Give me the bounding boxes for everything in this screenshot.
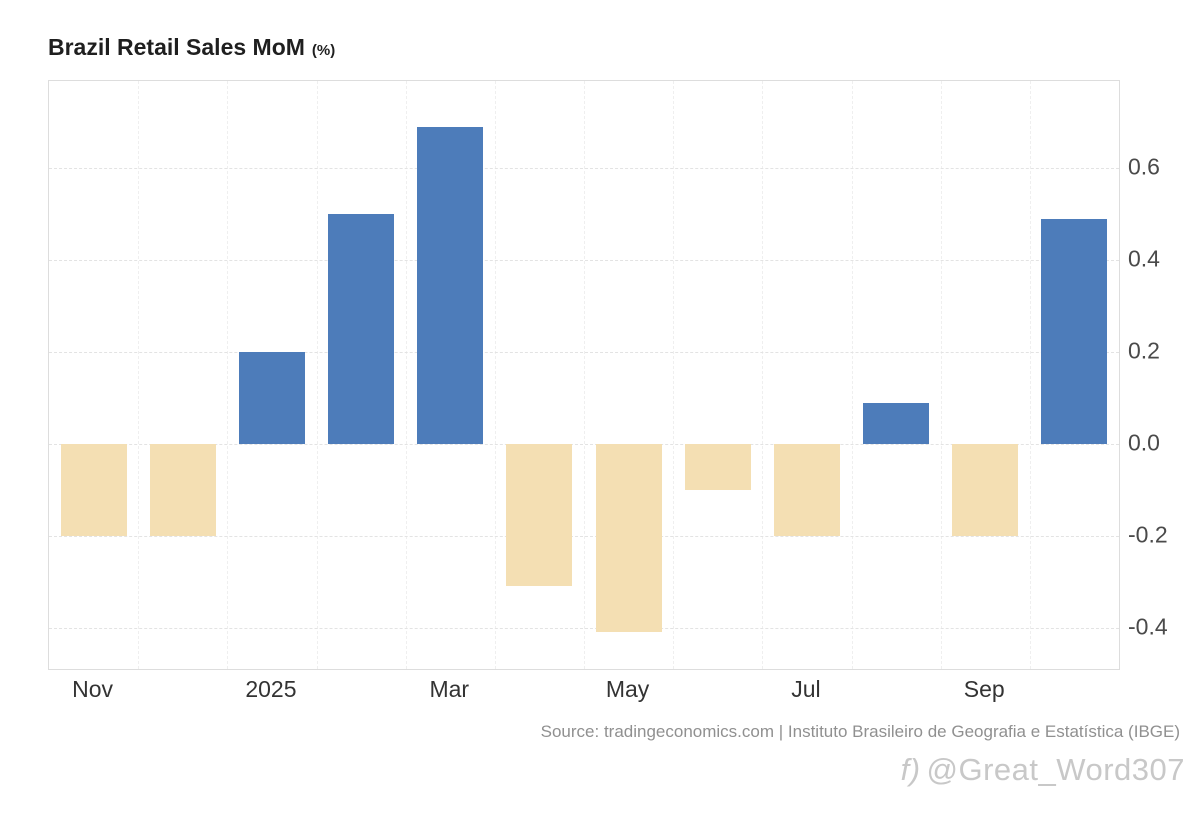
v-gridline [138, 81, 140, 669]
x-tick-label-May: May [605, 676, 650, 702]
bar-Nov[interactable] [60, 443, 127, 536]
v-gridline [851, 81, 853, 669]
y-tick-label: 0.4 [1128, 245, 1160, 272]
v-gridline [316, 81, 318, 669]
h-gridline [49, 535, 1119, 537]
v-gridline [405, 81, 407, 669]
bar-Oct[interactable] [1041, 218, 1108, 444]
h-gridline [49, 168, 1119, 170]
chart-title-unit: (%) [311, 42, 336, 59]
bar-Apr[interactable] [506, 443, 573, 587]
v-gridline [227, 81, 229, 669]
x-tick-label-Nov: Nov [72, 676, 114, 702]
bar-Sep[interactable] [952, 443, 1019, 536]
chart-title: Brazil Retail Sales MoM [48, 34, 305, 60]
v-gridline [940, 81, 942, 669]
v-gridline [494, 81, 496, 669]
bar-Jan[interactable] [238, 352, 305, 444]
bar-Jun[interactable] [684, 443, 751, 490]
y-tick-label: 0.6 [1128, 153, 1160, 180]
x-tick-label-2025: 2025 [245, 676, 297, 702]
y-tick-label: -0.4 [1128, 613, 1168, 640]
x-axis: Nov 2025 Mar May Jul Sep [48, 676, 1118, 708]
h-gridline [49, 352, 1119, 354]
v-gridline [762, 81, 764, 669]
y-tick-label: 0.0 [1128, 429, 1160, 456]
watermark-handle: @Great_Word307 [926, 752, 1185, 787]
bar-Mar[interactable] [417, 126, 484, 444]
y-tick-label: 0.2 [1128, 337, 1160, 364]
source-attribution: Source: tradingeconomics.com | Instituto… [540, 722, 1180, 741]
chart-title-row: Brazil Retail Sales MoM (%) [48, 34, 335, 61]
plot-area [48, 80, 1120, 670]
h-gridline [49, 260, 1119, 262]
v-gridline [1029, 81, 1031, 669]
bar-Aug[interactable] [863, 402, 930, 444]
bar-Jul[interactable] [773, 443, 840, 536]
bar-Dec[interactable] [149, 443, 216, 536]
y-axis: 0.6 0.4 0.2 0.0 -0.2 -0.4 [1128, 80, 1194, 668]
x-tick-label-Jul: Jul [791, 676, 821, 702]
x-tick-label-Mar: Mar [429, 676, 470, 702]
bar-Feb[interactable] [328, 214, 395, 444]
v-gridline [584, 81, 585, 669]
watermark: f) @Great_Word307 [901, 752, 1185, 788]
h-gridline [49, 627, 1119, 629]
watermark-icon: f) [900, 752, 921, 787]
v-gridline [673, 81, 675, 669]
y-tick-label: -0.2 [1128, 521, 1168, 548]
bar-May[interactable] [595, 443, 662, 633]
x-tick-label-Sep: Sep [963, 676, 1005, 702]
